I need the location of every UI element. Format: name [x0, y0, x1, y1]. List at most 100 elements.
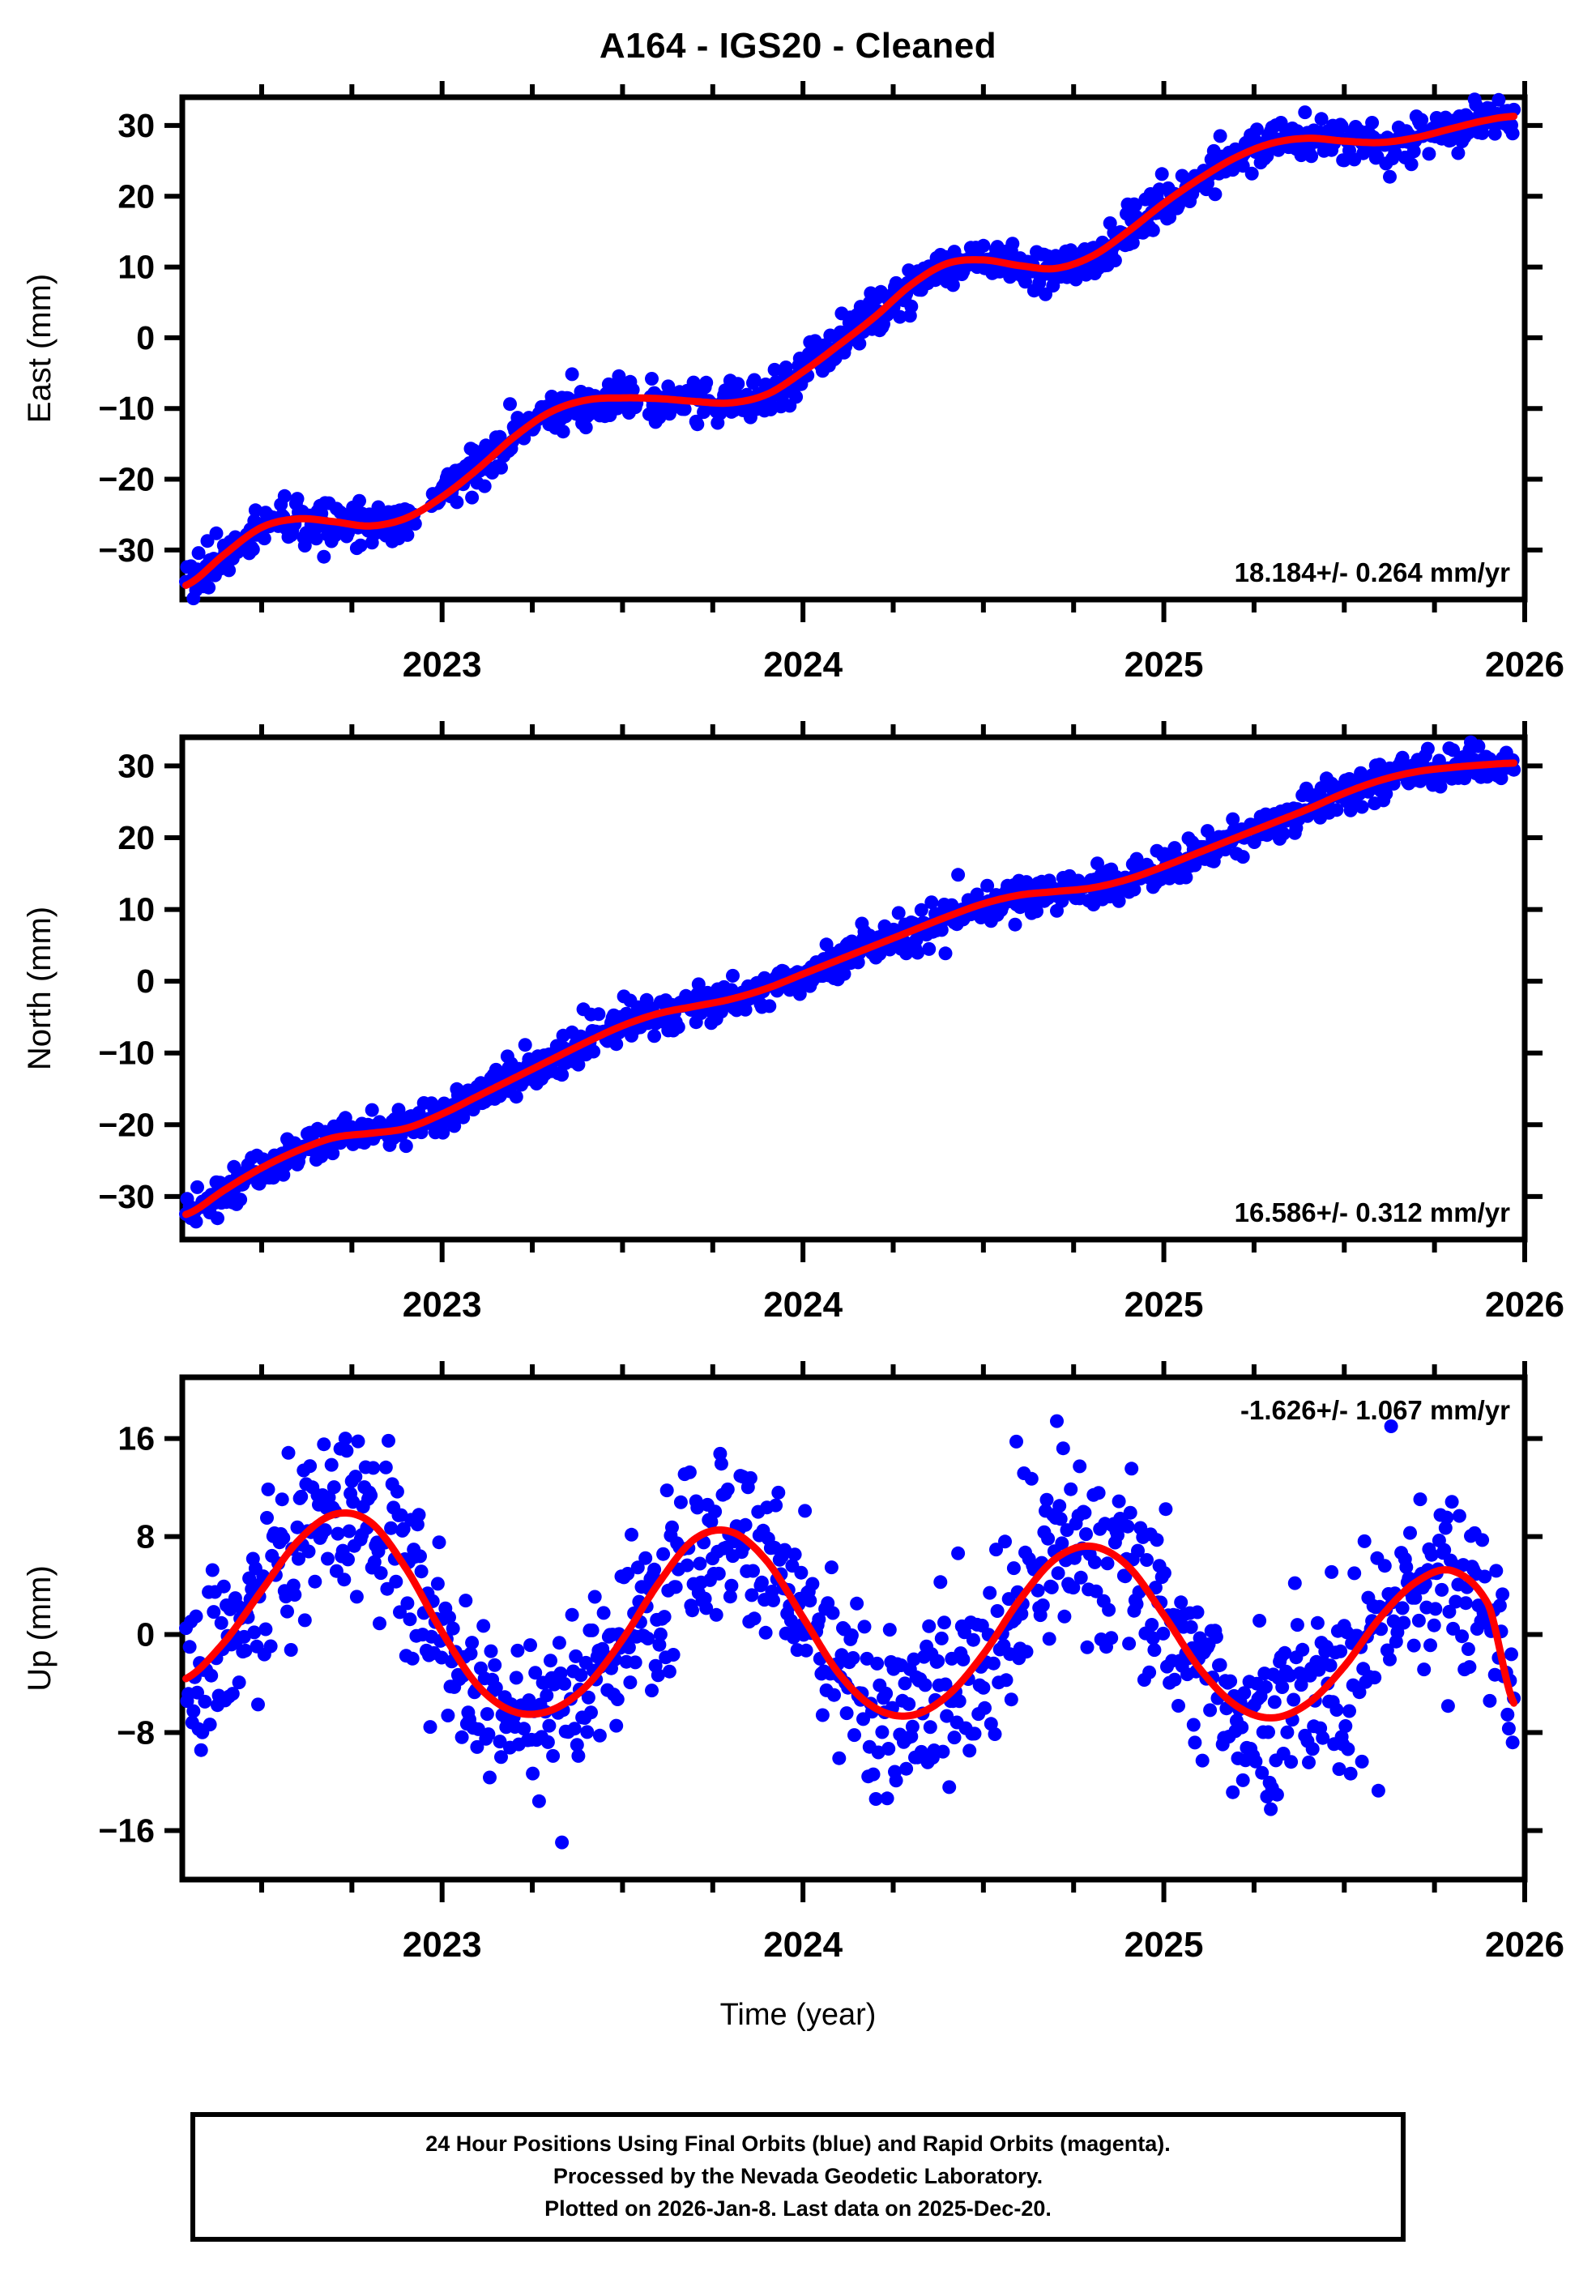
data-point	[1458, 1596, 1473, 1611]
y-axis-label: Up (mm)	[22, 1565, 58, 1692]
data-point	[731, 377, 745, 391]
data-point	[1491, 92, 1506, 107]
data-point	[1408, 1590, 1423, 1605]
data-point	[222, 563, 237, 578]
data-point	[207, 1605, 221, 1620]
x-tick-label: 2024	[763, 1925, 843, 1965]
data-point	[565, 1607, 579, 1622]
data-point	[647, 1562, 662, 1577]
data-point	[1005, 237, 1020, 251]
data-point	[540, 1688, 554, 1703]
data-point	[1184, 1620, 1198, 1634]
data-point	[1504, 1647, 1518, 1662]
data-point	[1050, 1414, 1064, 1428]
data-point	[999, 1673, 1014, 1688]
data-point	[1397, 1615, 1411, 1630]
data-point	[1107, 254, 1122, 267]
y-tick-label: −30	[98, 1178, 155, 1215]
data-point	[384, 1521, 399, 1535]
data-point	[882, 1623, 897, 1637]
data-point	[779, 361, 793, 374]
data-point	[852, 336, 867, 351]
data-point	[699, 375, 714, 390]
data-point	[1051, 1566, 1065, 1581]
data-point	[1427, 1618, 1441, 1632]
caption-box: 24 Hour Positions Using Final Orbits (bl…	[190, 2112, 1406, 2242]
data-point	[518, 1038, 532, 1052]
data-point	[276, 1530, 291, 1545]
data-point	[1343, 1766, 1358, 1781]
data-point	[367, 1555, 382, 1569]
data-point	[1208, 187, 1223, 202]
data-point	[1195, 1753, 1210, 1768]
data-point	[621, 1567, 635, 1581]
data-point	[1039, 1492, 1054, 1507]
data-point	[1223, 1674, 1238, 1688]
data-point	[442, 1610, 456, 1624]
data-point	[647, 1029, 662, 1043]
data-point	[349, 1590, 364, 1604]
data-point	[556, 425, 570, 439]
east-trend-line	[182, 113, 1518, 589]
data-point	[1413, 1492, 1427, 1507]
data-point	[671, 1020, 685, 1035]
y-tick-label: 10	[117, 249, 155, 286]
data-point	[1129, 851, 1144, 866]
y-axis-label: North (mm)	[22, 907, 58, 1070]
data-point	[297, 1613, 312, 1628]
data-point	[1406, 144, 1421, 159]
data-point	[571, 1748, 586, 1763]
data-point	[1483, 1693, 1497, 1708]
data-point	[1295, 1642, 1310, 1657]
data-point	[396, 1521, 411, 1536]
data-point	[931, 1654, 945, 1668]
data-point	[405, 1651, 420, 1666]
data-point	[324, 1457, 339, 1472]
data-point	[815, 1708, 830, 1722]
up-panel-svg: −16 −8 0 8 16 2023 2024 2025 2026 Up (mm) -1.626+/…	[22, 1361, 1564, 1965]
data-point	[232, 1675, 246, 1690]
data-point	[857, 1620, 872, 1634]
data-point	[574, 1668, 588, 1683]
page-title: A164 - IGS20 - Cleaned	[599, 26, 997, 66]
data-point	[317, 549, 331, 564]
data-point	[652, 1637, 667, 1652]
data-point	[937, 1615, 951, 1630]
data-point	[1079, 1527, 1093, 1542]
data-point	[1235, 159, 1250, 173]
data-point	[365, 1103, 379, 1117]
data-point	[942, 1780, 957, 1795]
data-point	[1386, 1614, 1401, 1628]
data-point	[1433, 779, 1448, 794]
data-point	[918, 1678, 932, 1692]
data-point	[846, 1651, 860, 1665]
data-point	[934, 923, 949, 937]
data-point	[454, 1730, 469, 1744]
data-point	[657, 1610, 672, 1624]
x-tick-label: 2026	[1485, 1285, 1564, 1325]
data-point	[373, 1566, 388, 1581]
data-point	[934, 1631, 949, 1645]
data-point	[1203, 1703, 1218, 1718]
data-point	[581, 1690, 595, 1705]
data-point	[1411, 1613, 1426, 1628]
data-point	[1235, 850, 1250, 864]
data-point	[1248, 1754, 1263, 1769]
y-tick-label: 16	[117, 1420, 155, 1457]
data-point	[1505, 1735, 1520, 1750]
data-point	[1186, 1718, 1201, 1732]
x-tick-label: 2024	[763, 645, 843, 685]
rate-annotation: 16.586+/- 0.312 mm/yr	[1235, 1197, 1510, 1227]
data-point	[364, 1488, 378, 1503]
data-point	[290, 492, 305, 506]
data-point	[189, 1214, 203, 1229]
data-point	[400, 527, 415, 542]
data-point	[1150, 1533, 1164, 1547]
data-point	[542, 1718, 557, 1733]
data-point	[303, 1459, 318, 1474]
data-point	[1478, 1569, 1492, 1584]
data-point	[899, 1761, 914, 1776]
data-point	[1188, 1735, 1202, 1750]
data-point	[245, 542, 260, 557]
